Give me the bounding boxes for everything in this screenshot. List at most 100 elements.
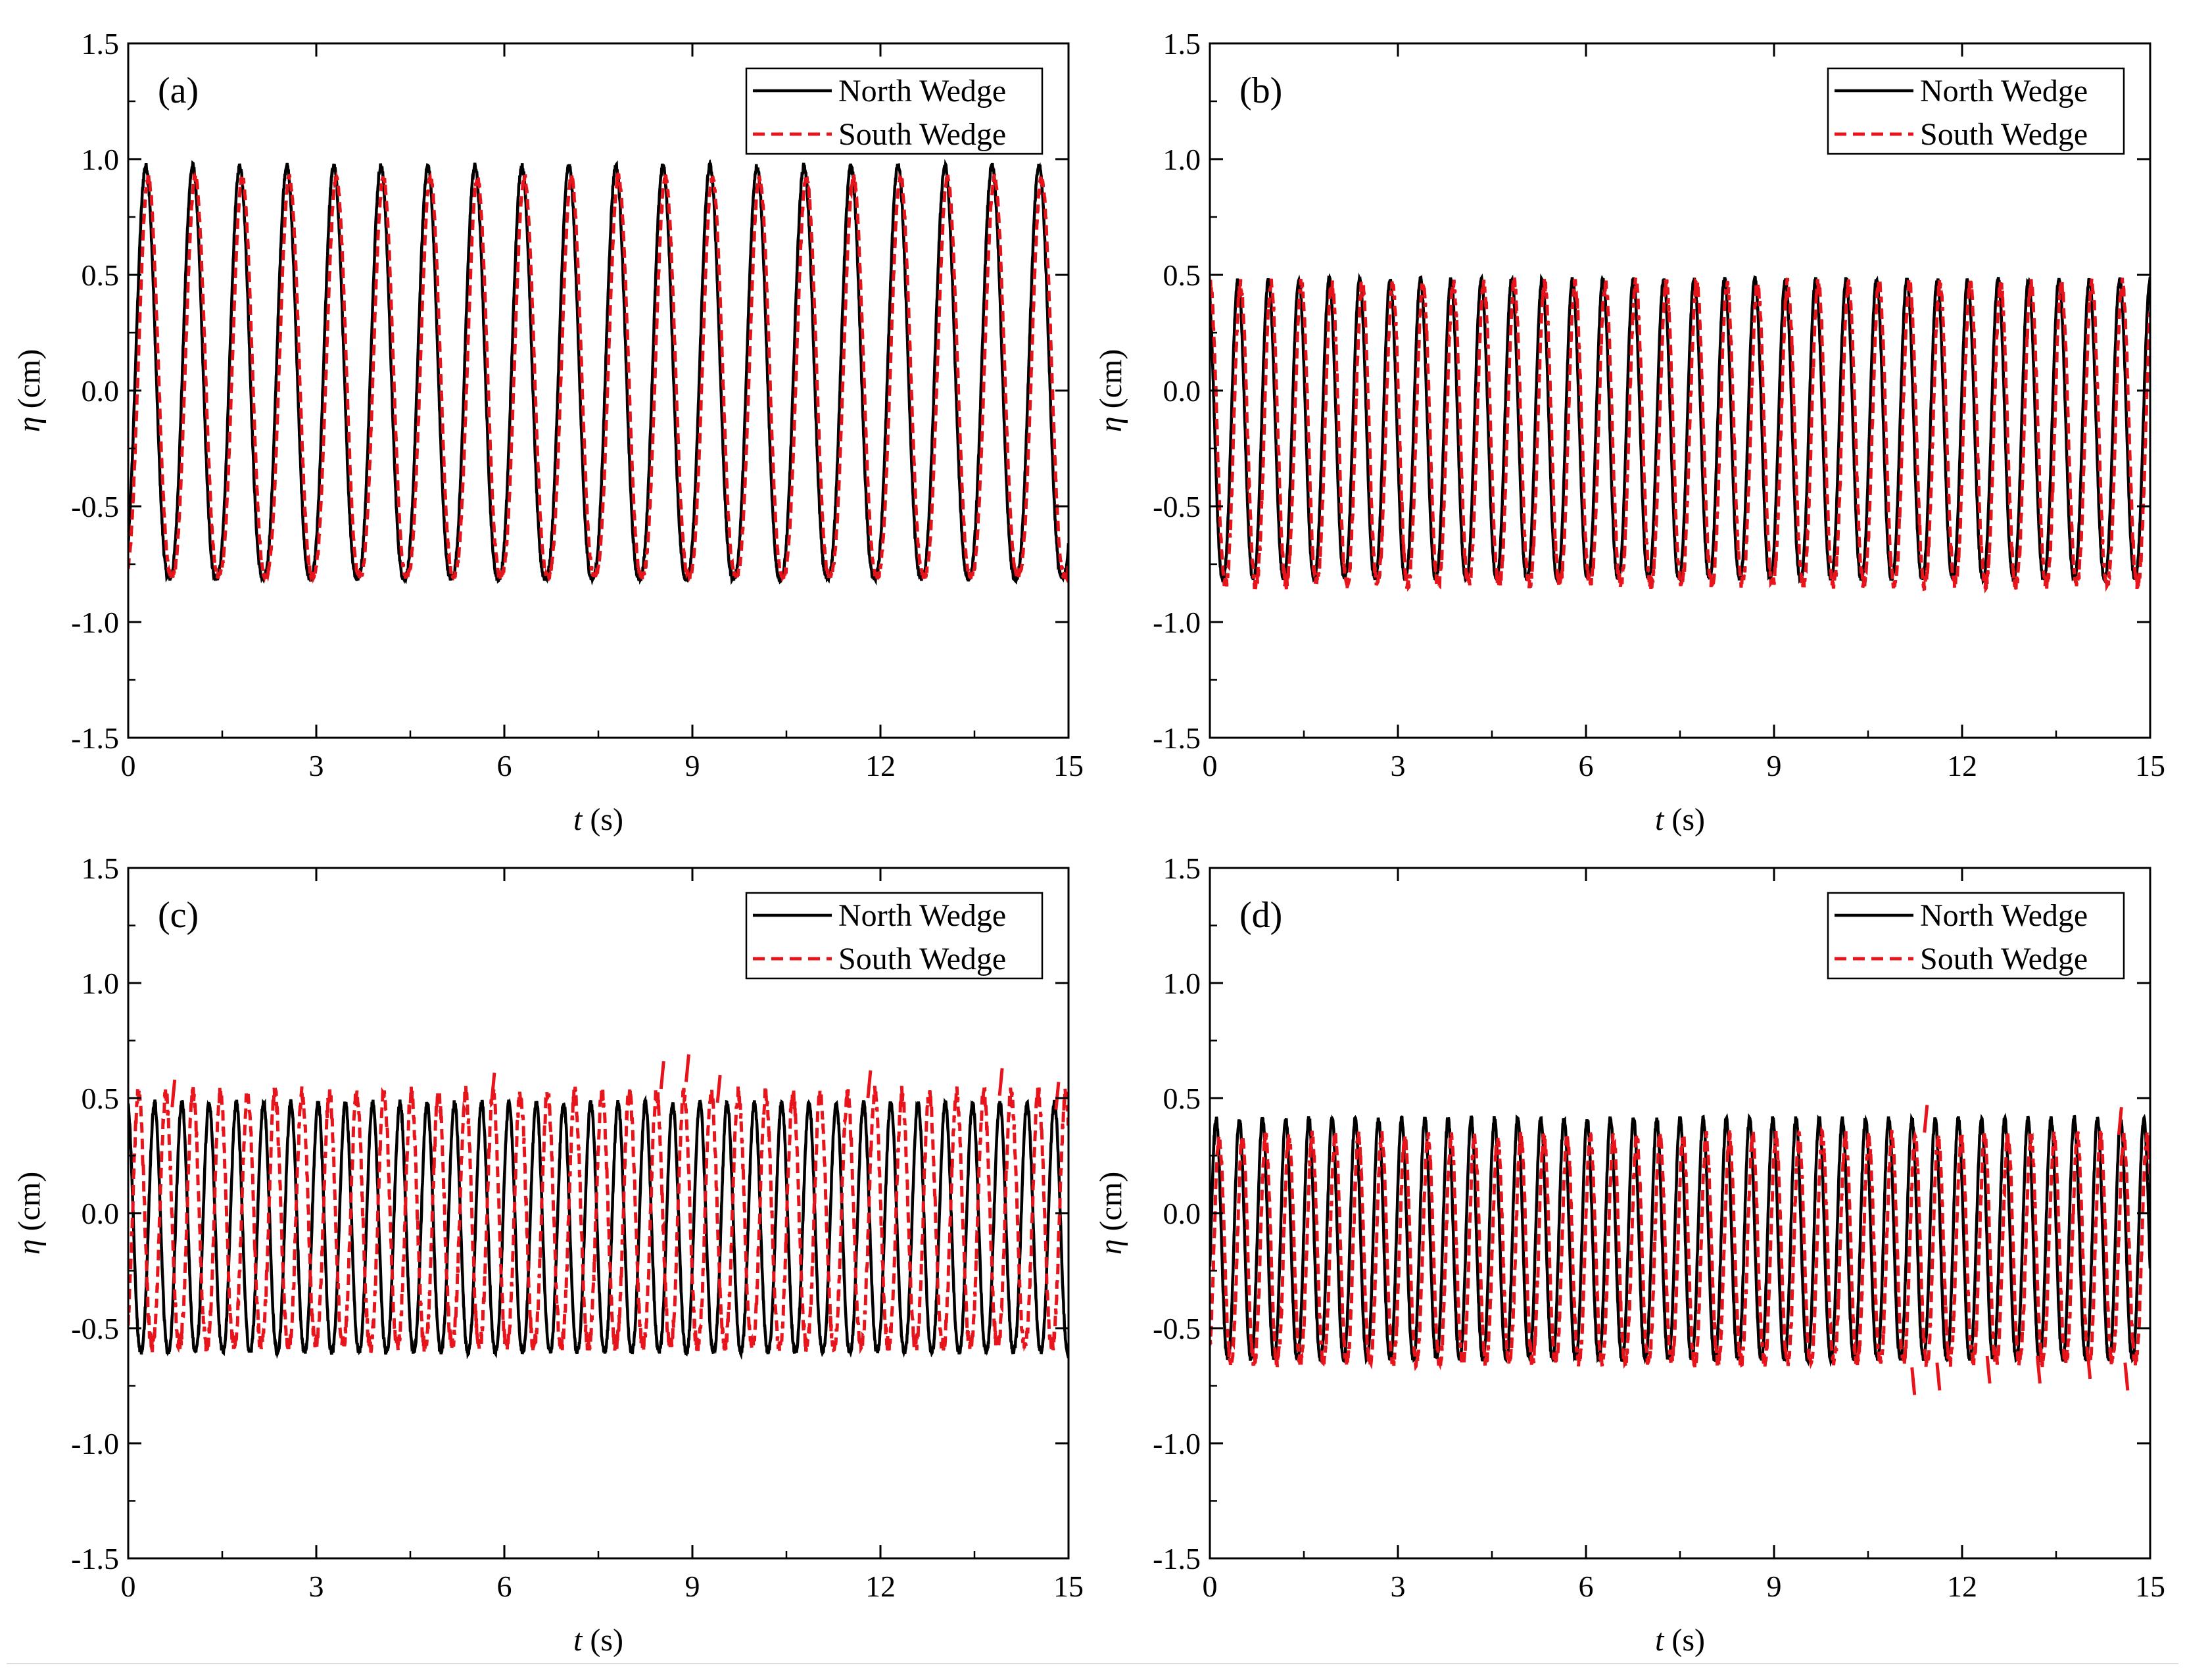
y-tick-label: 0.5 [82,1082,120,1115]
x-tick-label: 12 [1947,749,1977,782]
spike-mark [997,1068,1004,1096]
y-tick-label: -1.5 [71,1542,119,1575]
chart-panel-c: 0 3 6 9 12 15 -1.5 -1.0 -0.5 0.0 0.5 1.0 1.5 t (s) η (… [12,852,1084,1658]
panel-label: (a) [158,70,199,111]
spike-mark [490,1072,496,1101]
y-tick-label: 1.0 [82,143,120,176]
legend: North Wedge South Wedge [1827,892,2125,980]
y-axis-title: η (cm) [12,1172,47,1255]
y-tick-label: 1.0 [1163,143,1201,176]
legend: North Wedge South Wedge [745,892,1044,980]
series-line-south-wedge [128,171,1068,584]
x-tick-label: 9 [685,1570,700,1603]
y-tick-label: 0.0 [82,374,120,408]
series-line-north-wedge [128,1094,1068,1360]
spike-mark [1935,1362,1942,1391]
y-axis-title: η (cm) [12,349,47,432]
y-tick-label: 1.0 [1163,967,1201,1000]
y-tick-label: -1.0 [71,1427,119,1460]
legend-label-south-wedge: South Wedge [838,117,1006,152]
y-tick-label: -1.0 [1153,1427,1201,1460]
x-axis-title: t (s) [573,802,623,837]
x-tick-label: 6 [1579,1570,1594,1603]
spike-mark [866,1070,873,1099]
x-tick-label: 15 [1053,1570,1084,1603]
legend-box [745,67,1044,155]
y-tick-label: 0.0 [1163,1197,1201,1230]
y-axis-title: η (cm) [1093,349,1128,432]
legend: North Wedge South Wedge [745,67,1044,155]
legend-box [1827,67,2125,155]
x-axis-title: t (s) [1655,1623,1705,1658]
x-tick-label: 3 [309,1570,324,1603]
x-tick-label: 0 [121,1570,136,1603]
x-tick-label: 6 [497,1570,512,1603]
spike-mark [715,1074,722,1103]
x-tick-label: 15 [2135,1570,2165,1603]
spike-mark [659,1061,665,1090]
legend-label-south-wedge: South Wedge [838,942,1006,976]
x-tick-label: 12 [1947,1570,1977,1603]
legend-label-north-wedge: North Wedge [838,74,1006,108]
y-tick-label: -1.0 [1153,606,1201,639]
y-tick-label: 1.5 [82,852,120,885]
x-tick-label: 12 [865,749,896,782]
spike-mark [170,1079,177,1108]
y-tick-label: 0.0 [82,1197,120,1230]
y-tick-label: -1.5 [1153,1542,1201,1575]
legend-label-north-wedge: North Wedge [1920,898,2088,933]
y-tick-label: 0.0 [1163,374,1201,408]
y-tick-label: -1.5 [71,721,119,755]
spike-mark [2086,1351,2092,1380]
y-tick-label: -0.5 [71,490,119,523]
legend-label-south-wedge: South Wedge [1920,942,2088,976]
y-tick-label: -0.5 [1153,490,1201,523]
x-tick-label: 3 [1391,1570,1406,1603]
spike-mark [1054,1082,1061,1110]
y-tick-label: 1.5 [1163,27,1201,60]
chart-panel-d: 0 3 6 9 12 15 -1.5 -1.0 -0.5 0.0 0.5 1.0 1.5 t (s) η (… [1093,852,2165,1658]
x-tick-label: 3 [1391,749,1406,782]
y-tick-label: 1.0 [82,967,120,1000]
y-tick-label: -1.5 [1153,721,1201,755]
x-tick-label: 9 [685,749,700,782]
spike-mark [1923,1105,1929,1133]
x-tick-label: 0 [1203,749,1218,782]
y-tick-label: 1.5 [82,27,120,60]
legend: North Wedge South Wedge [1827,67,2125,155]
legend-label-north-wedge: North Wedge [838,898,1006,933]
y-tick-label: 0.5 [1163,1082,1201,1115]
x-tick-label: 6 [497,749,512,782]
x-tick-label: 15 [1053,749,1084,782]
series-line-north-wedge [128,158,1068,586]
chart-panel-b: 0 3 6 9 12 15 -1.5 -1.0 -0.5 0.0 0.5 1.0 1.5 t (s) η (… [1093,27,2165,837]
spike-mark [2117,1107,2123,1136]
legend-box [745,892,1044,980]
y-axis-title: η (cm) [1093,1172,1128,1255]
series-line-south-wedge [128,1082,1068,1355]
y-tick-label: -1.0 [71,606,119,639]
x-tick-label: 0 [121,749,136,782]
x-tick-label: 12 [865,1570,896,1603]
y-tick-label: 1.5 [1163,852,1201,885]
panel-label: (b) [1239,70,1282,111]
x-tick-label: 9 [1767,749,1782,782]
y-tick-label: -0.5 [1153,1312,1201,1345]
spike-mark [1910,1367,1917,1395]
spike-mark [1985,1355,1992,1384]
x-tick-label: 15 [2135,749,2165,782]
panel-label: (c) [158,895,199,936]
series-line-south-wedge [1210,274,2150,594]
spike-mark [2123,1362,2130,1391]
legend-label-south-wedge: South Wedge [1920,117,2088,152]
y-tick-label: 0.5 [82,258,120,292]
x-axis-title: t (s) [573,1623,623,1658]
x-axis-title: t (s) [1655,802,1705,837]
spike-mark [684,1054,690,1082]
x-tick-label: 0 [1203,1570,1218,1603]
x-tick-label: 6 [1579,749,1594,782]
y-tick-label: -0.5 [71,1312,119,1345]
x-tick-label: 3 [309,749,324,782]
legend-label-north-wedge: North Wedge [1920,74,2088,108]
